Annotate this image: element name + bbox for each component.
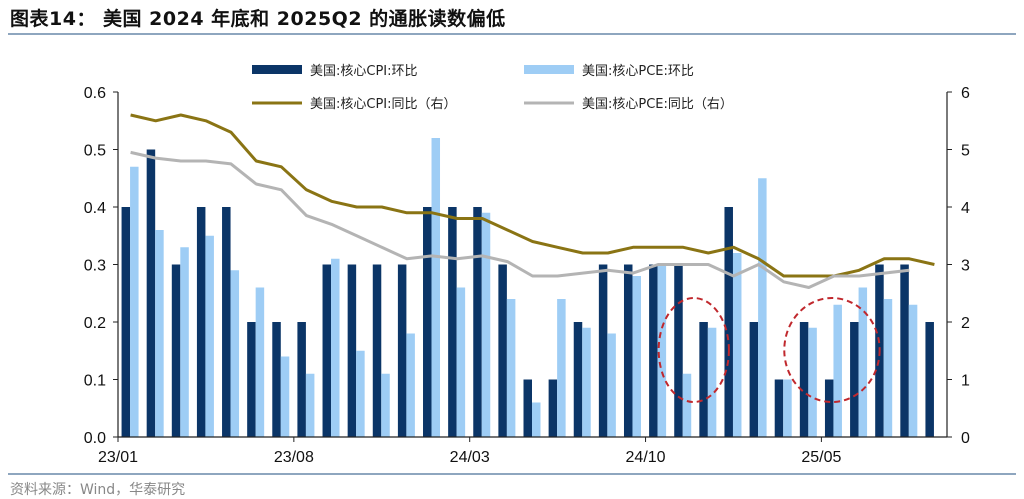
bar-pce-mom bbox=[532, 402, 541, 437]
bar-pce-mom bbox=[205, 235, 214, 437]
bar-cpi-mom bbox=[297, 322, 306, 437]
bar-cpi-mom bbox=[272, 322, 281, 437]
bar-pce-mom bbox=[908, 304, 918, 437]
annotation-ellipse bbox=[783, 297, 881, 403]
bar-pce-mom bbox=[255, 287, 265, 437]
x-tick-label: 23/08 bbox=[274, 449, 314, 466]
bar-cpi-mom bbox=[774, 379, 784, 437]
bar-cpi-mom bbox=[900, 264, 909, 437]
bar-pce-mom bbox=[230, 270, 240, 437]
bar-cpi-mom bbox=[623, 264, 633, 437]
bar-pce-mom bbox=[180, 247, 189, 437]
bar-cpi-mom bbox=[498, 264, 507, 437]
bar-pce-mom bbox=[356, 350, 365, 437]
bar-cpi-mom bbox=[196, 207, 206, 437]
x-tick-label: 24/10 bbox=[626, 449, 666, 466]
bar-pce-mom bbox=[883, 299, 893, 437]
bar-pce-mom bbox=[280, 356, 290, 437]
bar-pce-mom bbox=[557, 299, 566, 437]
y-left-tick-label: 0.4 bbox=[84, 200, 106, 217]
bar-cpi-mom bbox=[347, 264, 357, 437]
y-right-tick-label: 2 bbox=[961, 315, 970, 332]
bar-pce-mom bbox=[582, 327, 591, 437]
bar-cpi-mom bbox=[674, 264, 683, 437]
legend-label: 美国:核心PCE:环比 bbox=[582, 64, 694, 79]
legend-label: 美国:核心CPI:同比（右） bbox=[310, 97, 457, 112]
bar-cpi-mom bbox=[523, 379, 532, 437]
bar-pce-mom bbox=[431, 138, 441, 437]
y-right-tick-label: 5 bbox=[961, 143, 970, 160]
bar-cpi-mom bbox=[598, 264, 608, 437]
y-right-tick-label: 6 bbox=[961, 85, 970, 102]
bar-cpi-mom bbox=[824, 379, 834, 437]
legend-label: 美国:核心PCE:同比（右） bbox=[582, 97, 733, 112]
bar-pce-mom bbox=[155, 230, 164, 437]
bar-pce-mom bbox=[381, 373, 390, 437]
y-right-tick-label: 1 bbox=[961, 373, 970, 390]
y-left-tick-label: 0.2 bbox=[84, 315, 106, 332]
bar-cpi-mom bbox=[850, 322, 859, 437]
line-pce-yoy bbox=[130, 150, 910, 289]
bar-pce-mom bbox=[657, 264, 667, 437]
bar-cpi-mom bbox=[247, 322, 256, 437]
bar-pce-mom bbox=[406, 333, 415, 437]
bar-pce-mom bbox=[833, 304, 842, 437]
bar-cpi-mom bbox=[573, 322, 583, 437]
bar-pce-mom bbox=[707, 327, 717, 437]
bar-pce-mom bbox=[632, 276, 641, 437]
x-tick-label: 25/05 bbox=[801, 449, 841, 466]
legend-label: 美国:核心CPI:环比 bbox=[310, 64, 418, 79]
bar-cpi-mom bbox=[171, 264, 181, 437]
bar-pce-mom bbox=[808, 327, 817, 437]
bar-cpi-mom bbox=[222, 207, 231, 437]
bar-pce-mom bbox=[783, 379, 792, 437]
y-left-tick-label: 0.5 bbox=[84, 143, 106, 160]
bar-cpi-mom bbox=[749, 322, 759, 437]
y-right-tick-label: 3 bbox=[961, 258, 970, 275]
y-right-tick-label: 4 bbox=[961, 200, 970, 217]
bar-pce-mom bbox=[506, 299, 516, 437]
bar-cpi-mom bbox=[146, 149, 156, 437]
bar-pce-mom bbox=[607, 333, 616, 437]
bar-pce-mom bbox=[682, 373, 692, 437]
bar-cpi-mom bbox=[473, 207, 482, 437]
bar-cpi-mom bbox=[423, 207, 432, 437]
bar-pce-mom bbox=[456, 287, 466, 437]
y-left-tick-label: 0.6 bbox=[84, 85, 106, 102]
bar-pce-mom bbox=[305, 373, 315, 437]
bar-pce-mom bbox=[130, 166, 139, 437]
bar-cpi-mom bbox=[121, 207, 131, 437]
source-note: 资料来源：Wind，华泰研究 bbox=[10, 482, 186, 498]
y-left-tick-label: 0.0 bbox=[84, 430, 106, 447]
bar-cpi-mom bbox=[724, 207, 733, 437]
title-divider bbox=[8, 33, 1016, 35]
legend-swatch bbox=[252, 65, 302, 74]
bar-pce-mom bbox=[331, 258, 340, 437]
bar-cpi-mom bbox=[799, 322, 809, 437]
bar-cpi-mom bbox=[448, 207, 457, 437]
bar-cpi-mom bbox=[925, 322, 934, 437]
line-cpi-yoy bbox=[130, 113, 935, 278]
bar-pce-mom bbox=[732, 253, 742, 437]
bar-cpi-mom bbox=[649, 264, 658, 437]
x-tick-label: 23/01 bbox=[98, 449, 138, 466]
bar-cpi-mom bbox=[372, 264, 382, 437]
bar-cpi-mom bbox=[699, 322, 708, 437]
bar-pce-mom bbox=[758, 178, 767, 437]
x-tick-label: 24/03 bbox=[450, 449, 490, 466]
y-left-tick-label: 0.3 bbox=[84, 258, 106, 275]
y-left-tick-label: 0.1 bbox=[84, 373, 106, 390]
bar-pce-mom bbox=[858, 287, 868, 437]
bar-cpi-mom bbox=[397, 264, 407, 437]
bar-cpi-mom bbox=[322, 264, 332, 437]
y-right-tick-label: 0 bbox=[961, 430, 970, 447]
bar-pce-mom bbox=[481, 212, 491, 437]
bar-cpi-mom bbox=[548, 379, 558, 437]
source-divider bbox=[8, 473, 1016, 475]
annotation-ellipse bbox=[657, 297, 730, 403]
legend-swatch bbox=[524, 65, 574, 74]
chart-title: 图表14： 美国 2024 年底和 2025Q2 的通胀读数偏低 bbox=[10, 8, 506, 30]
